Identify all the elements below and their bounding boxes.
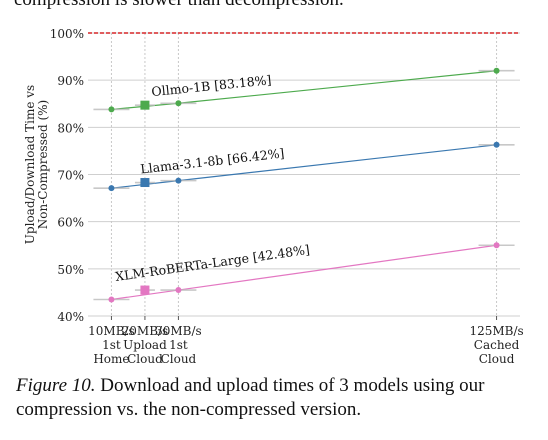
data-point <box>175 177 182 184</box>
data-point <box>108 185 115 192</box>
axes: 40%50%60%70%80%90%100%10MB/s1stHome20MB/… <box>23 27 524 366</box>
x-tick-label: 10MB/s <box>88 324 135 338</box>
x-tick-label: Cloud <box>479 352 515 366</box>
data-point <box>108 106 115 113</box>
x-tick-label: Upload <box>123 338 167 352</box>
x-tick-label: Cloud <box>127 352 163 366</box>
x-tick-label: 20MB/s <box>122 324 169 338</box>
data-point <box>108 296 115 303</box>
series-layer <box>88 32 520 303</box>
data-point <box>175 100 182 107</box>
y-axis-label: Upload/Download Time vs <box>23 85 37 244</box>
y-tick-label: 60% <box>57 216 84 230</box>
y-tick-label: 80% <box>57 121 84 135</box>
y-axis-label: Non-Compressed (%) <box>36 100 50 230</box>
caption-label: Figure 10. <box>16 375 96 396</box>
y-tick-label: 70% <box>57 169 84 183</box>
series-label: XLM-RoBERTa-Large [42.48%] <box>114 242 310 284</box>
data-point <box>175 287 182 294</box>
data-point <box>493 67 500 74</box>
upload-point <box>140 100 150 110</box>
series-label: Llama-3.1-8b [66.42%] <box>140 145 286 176</box>
upload-point <box>140 178 150 188</box>
y-tick-label: 50% <box>57 263 84 277</box>
x-tick-label: Cloud <box>161 352 197 366</box>
figure-caption: Figure 10. Download and upload times of … <box>16 374 536 422</box>
x-tick-label: 30MB/s <box>155 324 202 338</box>
x-tick-label: Home <box>93 352 129 366</box>
data-point <box>493 242 500 249</box>
data-point <box>493 141 500 148</box>
x-tick-label: 1st <box>169 338 188 352</box>
y-tick-label: 90% <box>57 74 84 88</box>
x-tick-label: 1st <box>102 338 121 352</box>
y-tick-label: 100% <box>50 27 84 41</box>
preceding-text-fragment: compression is slower than decompression… <box>14 0 344 11</box>
upload-point <box>140 285 150 295</box>
grid <box>88 32 520 317</box>
y-tick-label: 40% <box>57 310 84 324</box>
x-tick-label: 125MB/s <box>469 324 523 338</box>
caption-text: Download and upload times of 3 models us… <box>16 375 485 420</box>
x-tick-label: Cached <box>474 338 520 352</box>
line-chart: 40%50%60%70%80%90%100%10MB/s1stHome20MB/… <box>23 27 524 366</box>
